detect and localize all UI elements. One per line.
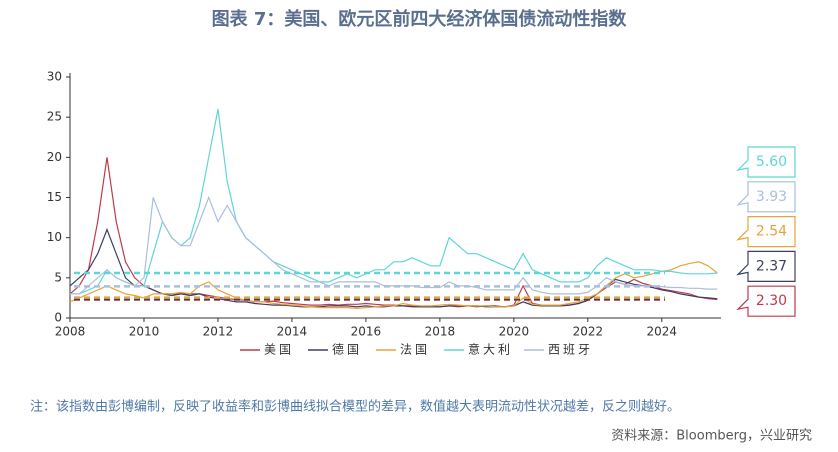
callout-label: 3.93 xyxy=(756,189,787,205)
x-tick-label: 2008 xyxy=(55,325,86,339)
callout-label: 5.60 xyxy=(756,154,787,170)
line-series xyxy=(69,227,718,308)
x-tick-label: 2016 xyxy=(351,325,382,339)
x-tick-label: 2024 xyxy=(647,325,678,339)
line-series xyxy=(70,195,718,295)
chart-note: 注：该指数由彭博编制，反映了收益率和彭博曲线拟合模型的差异，数值越大表明流动性状… xyxy=(30,399,680,415)
line-series xyxy=(70,108,718,295)
callout-box xyxy=(736,146,796,178)
chart-title: 图表 7：美国、欧元区前四大经济体国债流动性指数 xyxy=(212,8,628,30)
y-tick-label: 0 xyxy=(54,311,62,325)
callout-box xyxy=(736,181,796,213)
callout-label: 2.30 xyxy=(756,293,787,309)
x-tick-label: 2014 xyxy=(277,325,308,339)
x-tick-label: 2018 xyxy=(425,325,456,339)
callout-box xyxy=(736,285,796,317)
legend-label: 德国 xyxy=(332,342,362,357)
callout-box xyxy=(736,250,796,282)
line-series xyxy=(69,261,718,310)
y-tick-label: 10 xyxy=(47,230,62,244)
callout-label: 2.37 xyxy=(756,258,787,274)
legend-label: 法国 xyxy=(400,343,430,357)
chart-source: 资料来源：Bloomberg，兴业研究 xyxy=(611,429,812,444)
legend-label: 西班牙 xyxy=(548,343,593,357)
x-tick-label: 2022 xyxy=(573,325,604,339)
y-tick-label: 20 xyxy=(47,150,62,164)
line-series xyxy=(69,157,718,308)
callout-label: 2.54 xyxy=(756,224,787,240)
callout-box xyxy=(736,216,796,248)
x-tick-label: 2010 xyxy=(129,325,160,339)
legend-label: 意大利 xyxy=(468,342,513,357)
y-tick-label: 30 xyxy=(47,70,62,84)
x-tick-label: 2020 xyxy=(499,325,530,339)
legend-label: 美国 xyxy=(264,343,294,357)
y-tick-label: 5 xyxy=(54,270,62,284)
y-tick-label: 25 xyxy=(47,110,62,124)
x-tick-label: 2012 xyxy=(203,325,234,339)
y-tick-label: 15 xyxy=(47,190,62,204)
